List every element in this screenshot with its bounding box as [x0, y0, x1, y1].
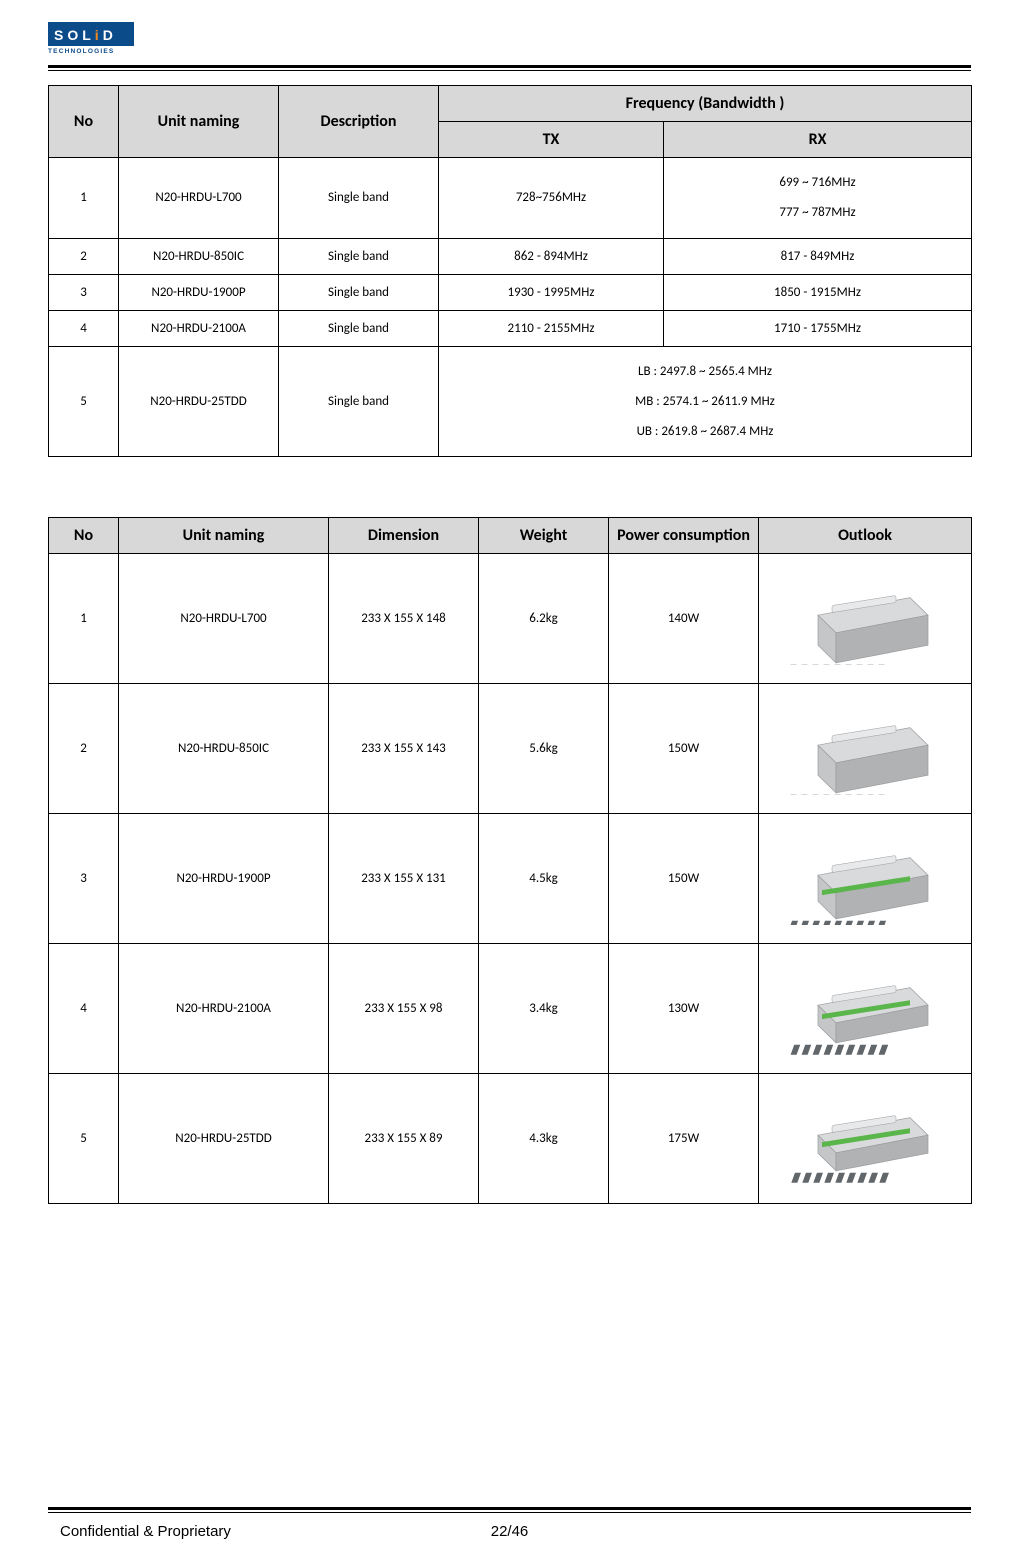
cell-unit: N20-HRDU-2100A: [119, 310, 279, 346]
cell-unit: N20-HRDU-850IC: [119, 684, 329, 814]
cell-no: 3: [49, 274, 119, 310]
cell-desc: Single band: [279, 158, 439, 239]
cell-rx: 699 ~ 716MHz777 ~ 787MHz: [664, 158, 972, 239]
cell-no: 2: [49, 684, 119, 814]
logo-subtext: TECHNOLOGIES: [48, 46, 134, 55]
logo: SOLiD TECHNOLOGIES: [48, 22, 134, 55]
cell-rx: 1850 - 1915MHz: [664, 274, 972, 310]
cell-tx: 728~756MHz: [439, 158, 664, 239]
cell-power: 175W: [609, 1074, 759, 1204]
th2-out: Outlook: [759, 518, 972, 554]
cell-unit: N20-HRDU-25TDD: [119, 346, 279, 457]
th2-wt: Weight: [479, 518, 609, 554]
cell-outlook: [759, 684, 972, 814]
th-tx: TX: [439, 122, 664, 158]
table-row: 2N20-HRDU-850ICSingle band862 - 894MHz81…: [49, 238, 972, 274]
th-desc: Description: [279, 86, 439, 158]
cell-dimension: 233 X 155 X 98: [329, 944, 479, 1074]
cell-no: 5: [49, 1074, 119, 1204]
frequency-table: No Unit naming Description Frequency (Ba…: [48, 85, 972, 457]
footer-rule: [48, 1507, 971, 1513]
th-unit: Unit naming: [119, 86, 279, 158]
cell-desc: Single band: [279, 274, 439, 310]
table-row: 5N20-HRDU-25TDDSingle bandLB : 2497.8 ~ …: [49, 346, 972, 457]
table-row: 4N20-HRDU-2100ASingle band2110 - 2155MHz…: [49, 310, 972, 346]
cell-unit: N20-HRDU-1900P: [119, 274, 279, 310]
cell-power: 150W: [609, 684, 759, 814]
page-footer: Confidential & Proprietary 22/46: [48, 1523, 971, 1544]
cell-outlook: [759, 814, 972, 944]
cell-tx: 1930 - 1995MHz: [439, 274, 664, 310]
cell-unit: N20-HRDU-L700: [119, 158, 279, 239]
cell-weight: 4.3kg: [479, 1074, 609, 1204]
cell-dimension: 233 X 155 X 89: [329, 1074, 479, 1204]
cell-desc: Single band: [279, 346, 439, 457]
th2-no: No: [49, 518, 119, 554]
cell-tx: 862 - 894MHz: [439, 238, 664, 274]
cell-weight: 5.6kg: [479, 684, 609, 814]
cell-unit: N20-HRDU-L700: [119, 554, 329, 684]
cell-outlook: [759, 944, 972, 1074]
table-row: 4N20-HRDU-2100A233 X 155 X 983.4kg130W: [49, 944, 972, 1074]
logo-mark: SOLiD: [48, 22, 134, 46]
table-row: 2N20-HRDU-850IC233 X 155 X 1435.6kg150W: [49, 684, 972, 814]
cell-power: 130W: [609, 944, 759, 1074]
cell-rx: 1710 - 1755MHz: [664, 310, 972, 346]
cell-unit: N20-HRDU-2100A: [119, 944, 329, 1074]
cell-power: 150W: [609, 814, 759, 944]
table-row: 1N20-HRDU-L700Single band728~756MHz699 ~…: [49, 158, 972, 239]
cell-no: 2: [49, 238, 119, 274]
cell-unit: N20-HRDU-25TDD: [119, 1074, 329, 1204]
cell-outlook: [759, 554, 972, 684]
footer-left: Confidential & Proprietary: [60, 1523, 231, 1540]
cell-dimension: 233 X 155 X 143: [329, 684, 479, 814]
footer-page-number: 22/46: [491, 1523, 529, 1540]
cell-weight: 6.2kg: [479, 554, 609, 684]
cell-no: 1: [49, 158, 119, 239]
cell-rx: 817 - 849MHz: [664, 238, 972, 274]
cell-desc: Single band: [279, 238, 439, 274]
cell-no: 1: [49, 554, 119, 684]
table-row: 3N20-HRDU-1900PSingle band1930 - 1995MHz…: [49, 274, 972, 310]
spec-table: No Unit naming Dimension Weight Power co…: [48, 517, 972, 1204]
th2-pw: Power consumption: [609, 518, 759, 554]
header-rule: [48, 65, 971, 71]
cell-dimension: 233 X 155 X 148: [329, 554, 479, 684]
cell-no: 5: [49, 346, 119, 457]
th-no: No: [49, 86, 119, 158]
th2-dim: Dimension: [329, 518, 479, 554]
cell-no: 4: [49, 944, 119, 1074]
cell-weight: 3.4kg: [479, 944, 609, 1074]
cell-dimension: 233 X 155 X 131: [329, 814, 479, 944]
cell-weight: 4.5kg: [479, 814, 609, 944]
cell-no: 4: [49, 310, 119, 346]
cell-power: 140W: [609, 554, 759, 684]
th2-unit: Unit naming: [119, 518, 329, 554]
table-row: 5N20-HRDU-25TDD233 X 155 X 894.3kg175W: [49, 1074, 972, 1204]
cell-tx: 2110 - 2155MHz: [439, 310, 664, 346]
cell-no: 3: [49, 814, 119, 944]
cell-unit: N20-HRDU-1900P: [119, 814, 329, 944]
th-freq: Frequency (Bandwidth ): [439, 86, 972, 122]
cell-unit: N20-HRDU-850IC: [119, 238, 279, 274]
th-rx: RX: [664, 122, 972, 158]
cell-desc: Single band: [279, 310, 439, 346]
cell-freq-merged: LB : 2497.8 ~ 2565.4 MHzMB : 2574.1 ~ 26…: [439, 346, 972, 457]
cell-outlook: [759, 1074, 972, 1204]
table-row: 3N20-HRDU-1900P233 X 155 X 1314.5kg150W: [49, 814, 972, 944]
table-row: 1N20-HRDU-L700233 X 155 X 1486.2kg140W: [49, 554, 972, 684]
